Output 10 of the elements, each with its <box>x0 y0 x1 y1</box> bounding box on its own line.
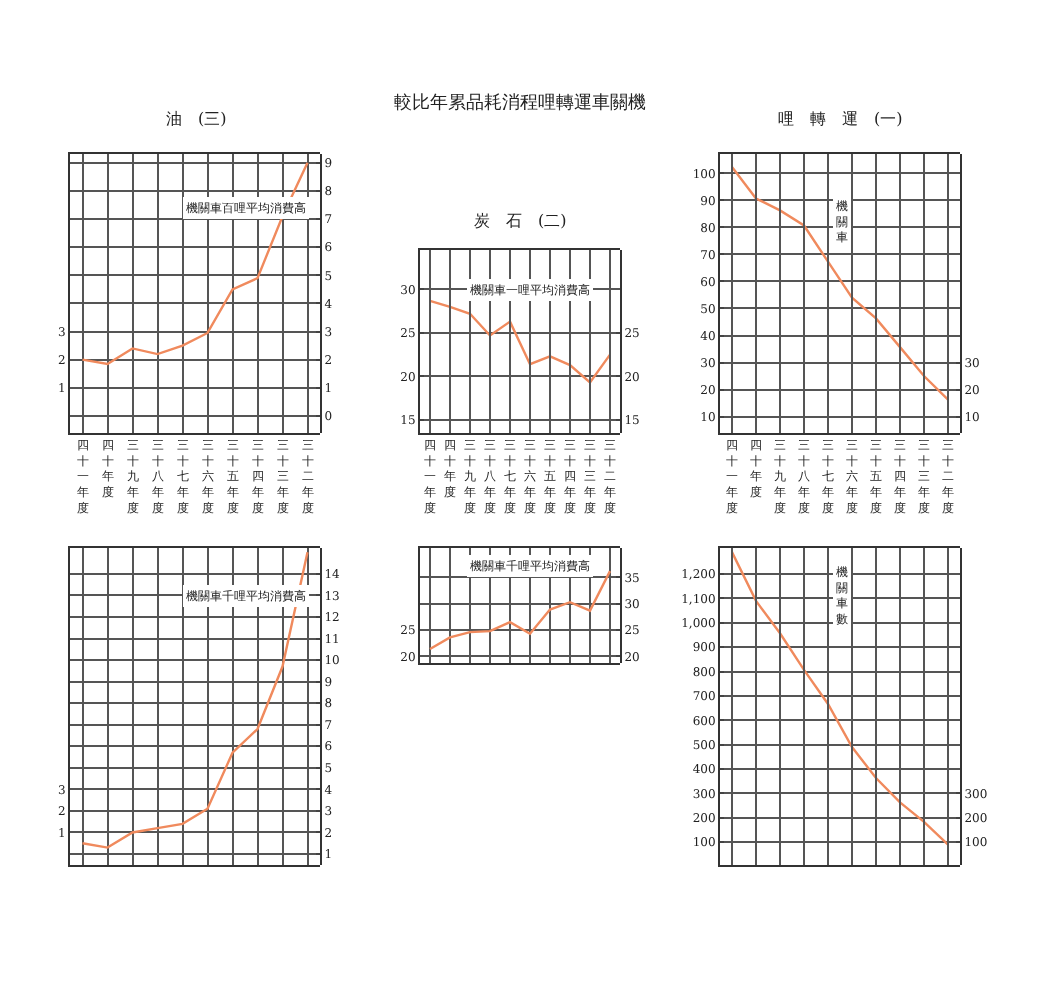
line-series <box>81 161 309 366</box>
chart-title: 油 (三) <box>166 110 227 128</box>
chart-title: 較比年累品耗消程哩轉運車關機 <box>394 92 646 114</box>
line-series <box>428 299 612 384</box>
chart-title: 哩 轉 運 (一) <box>778 110 903 128</box>
chart-subtitle: 炭 石 (二) <box>474 212 567 230</box>
line-series <box>81 551 309 849</box>
line-series <box>730 165 950 401</box>
line-series <box>428 569 612 651</box>
line-series <box>730 550 950 846</box>
